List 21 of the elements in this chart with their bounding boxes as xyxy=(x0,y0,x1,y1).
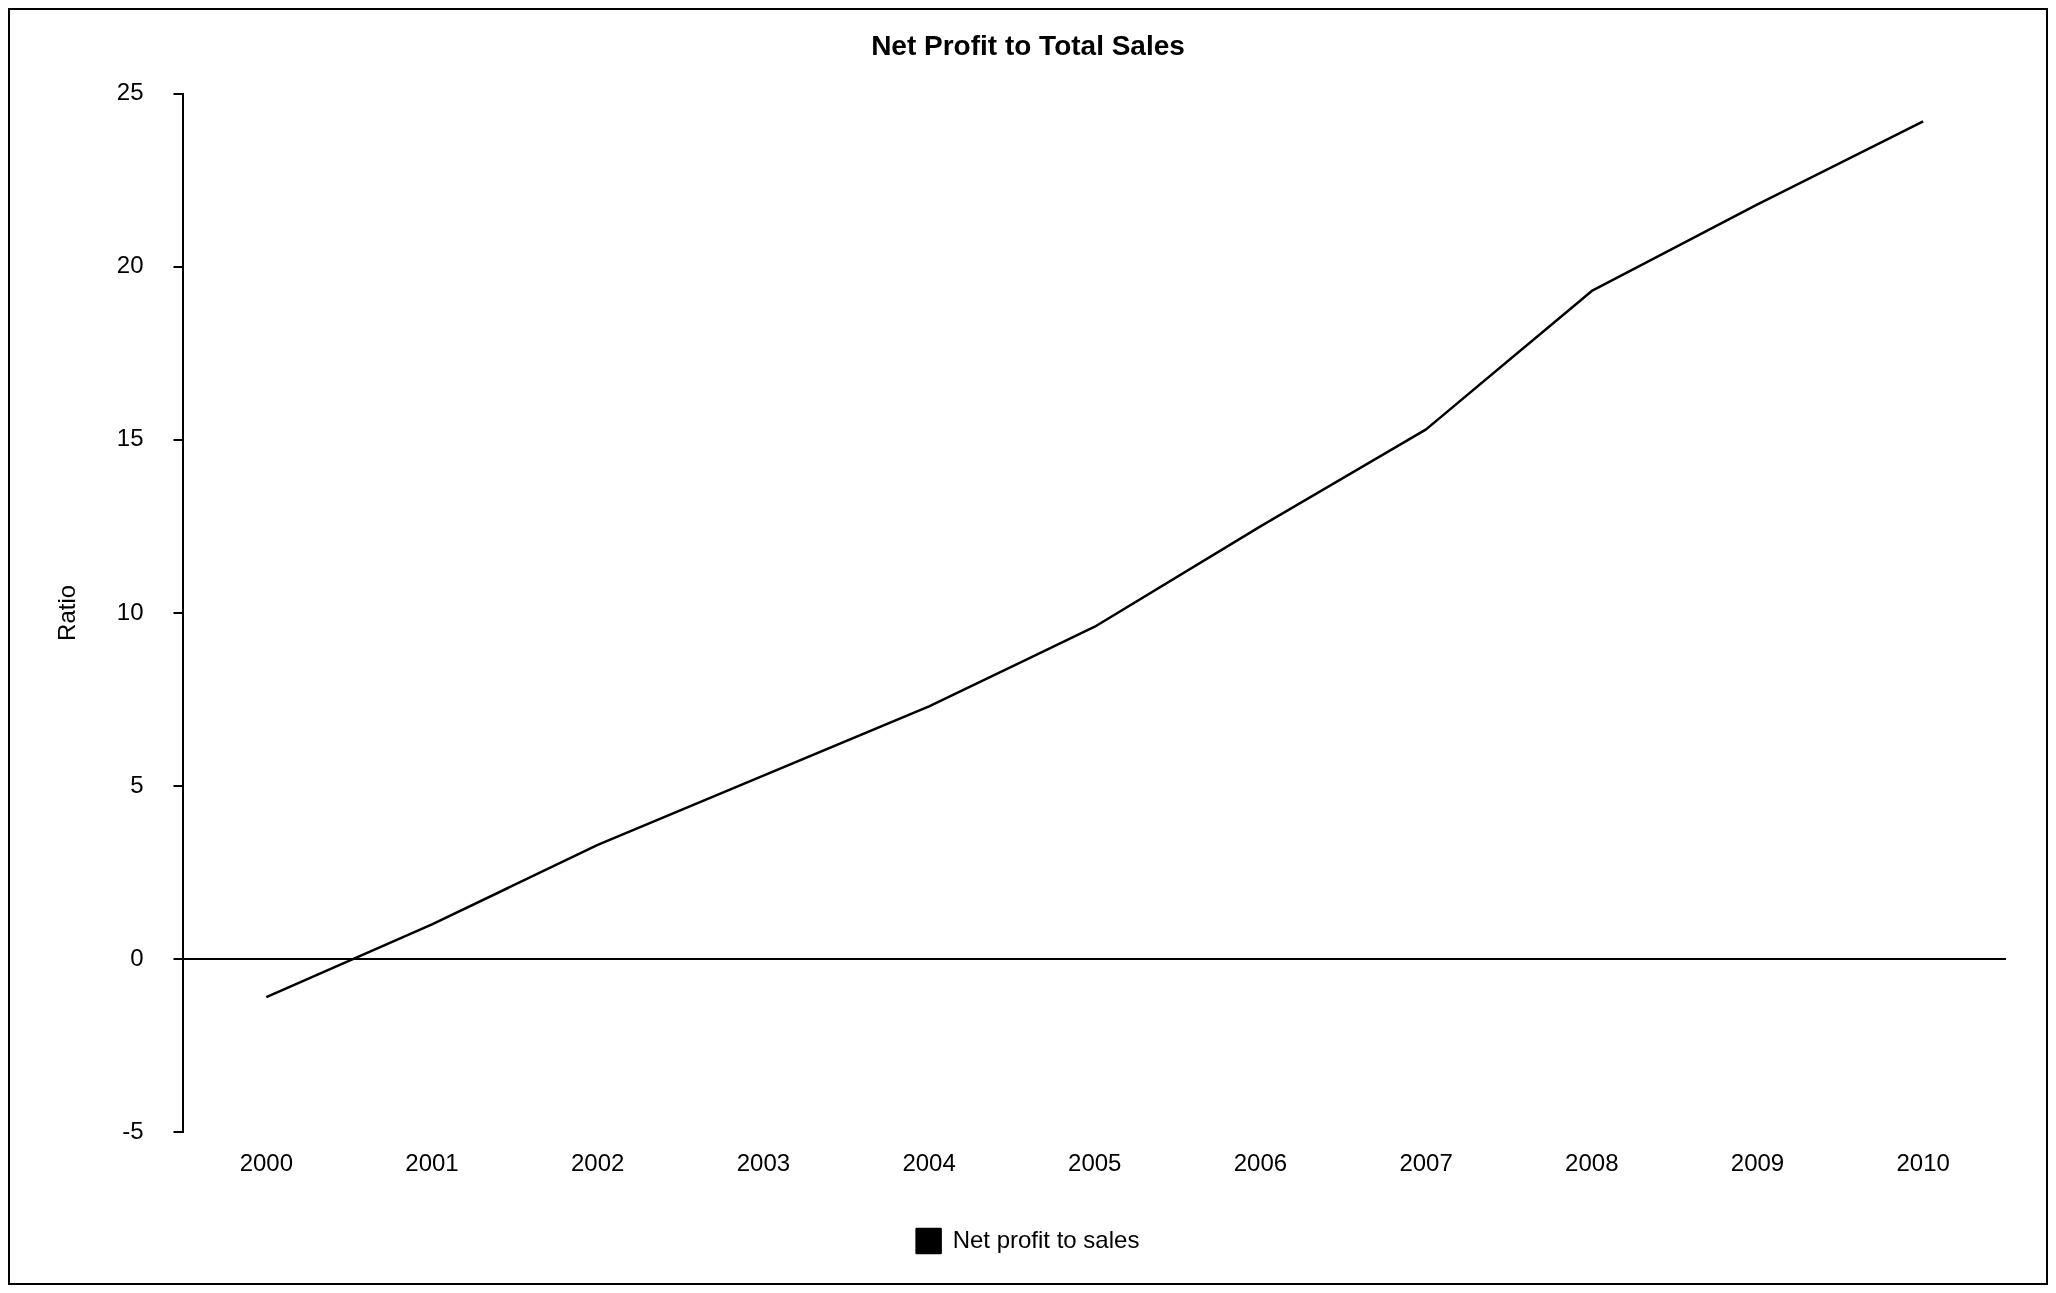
legend-label: Net profit to sales xyxy=(952,1225,1140,1253)
y-axis-title: Ratio xyxy=(53,584,81,641)
y-tick-label: 0 xyxy=(130,943,144,971)
y-tick-label: -5 xyxy=(122,1116,144,1144)
y-tick-label: 5 xyxy=(130,770,144,798)
chart-title: Net Profit to Total Sales xyxy=(871,29,1185,61)
y-tick-label: 25 xyxy=(116,78,144,106)
x-tick-label: 2005 xyxy=(1068,1149,1122,1177)
x-tick-label: 2001 xyxy=(405,1149,459,1177)
x-tick-label: 2003 xyxy=(736,1149,791,1177)
x-tick-label: 2009 xyxy=(1730,1149,1785,1177)
x-tick-label: 2006 xyxy=(1233,1149,1288,1177)
y-tick-label: 20 xyxy=(116,251,144,279)
x-tick-label: 2000 xyxy=(239,1149,294,1177)
x-tick-label: 2007 xyxy=(1399,1149,1453,1177)
y-tick-label: 15 xyxy=(116,424,144,452)
x-tick-label: 2010 xyxy=(1896,1149,1950,1177)
x-tick-label: 2002 xyxy=(571,1149,625,1177)
y-tick-label: 10 xyxy=(116,597,144,625)
x-tick-label: 2004 xyxy=(902,1149,956,1177)
x-tick-label: 2008 xyxy=(1565,1149,1619,1177)
